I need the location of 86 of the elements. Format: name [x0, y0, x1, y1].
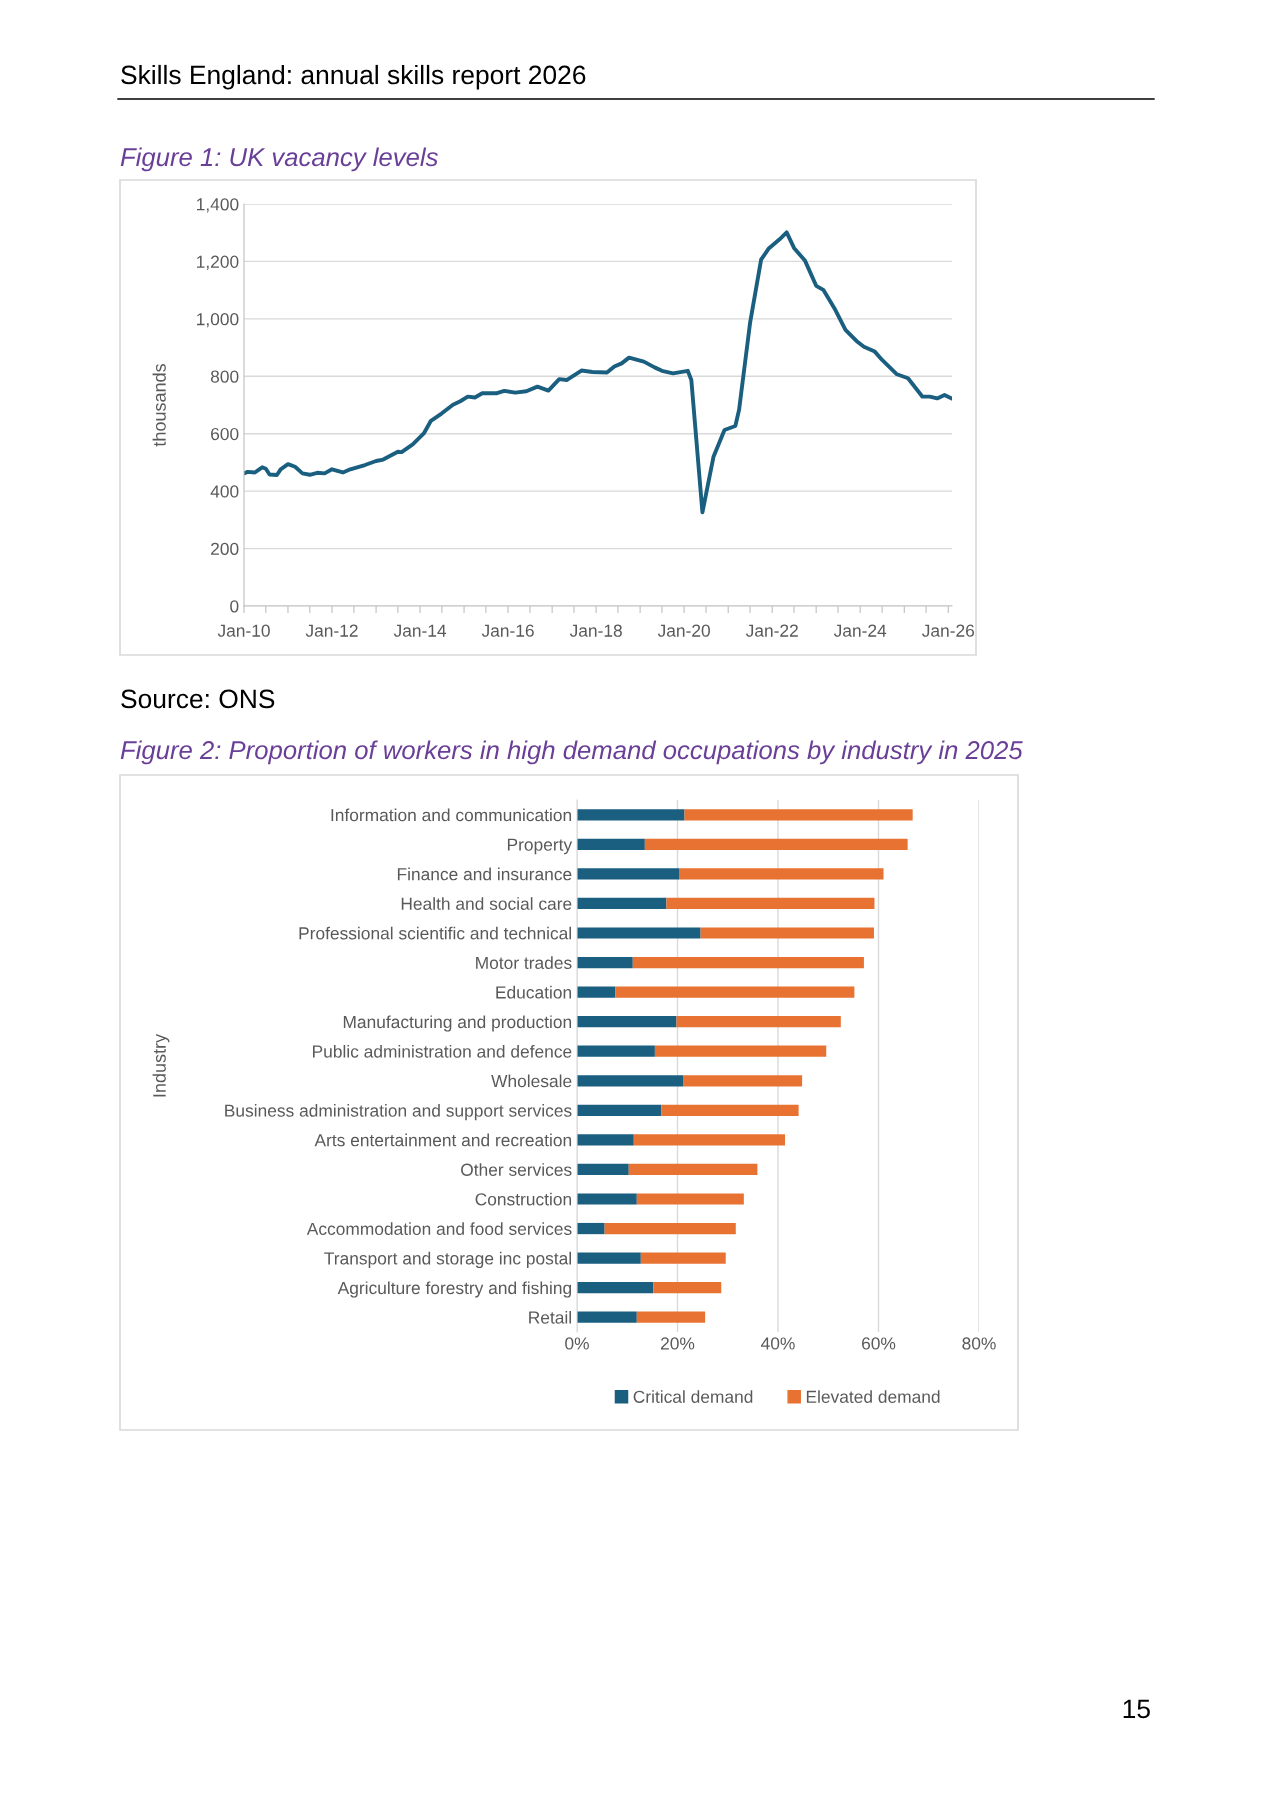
- text: 15: [1123, 1699, 1150, 1719]
- y-tick-label: Motor trades: [476, 956, 572, 970]
- y-tick-label: Agriculture forestry and fishing: [337, 1281, 572, 1298]
- bar: [577, 868, 680, 880]
- y-tick-label: Finance and insurance: [397, 867, 572, 881]
- y-axis-title: Industry: [152, 1033, 170, 1097]
- y-tick-label: 600: [211, 427, 239, 441]
- bar: [577, 1252, 641, 1264]
- y-tick-label: Wholesale: [491, 1074, 572, 1088]
- y-tick-label: 1,200: [197, 255, 239, 270]
- bar: [577, 1016, 677, 1028]
- y-tick-label: 200: [211, 542, 239, 556]
- bar: [604, 1222, 736, 1235]
- bar: [632, 956, 864, 969]
- text: Skills England: annual skills report 2026: [121, 64, 586, 90]
- chart-title: Figure 1: UK vacancy levels: [120, 147, 438, 172]
- y-tick-label: 400: [210, 485, 239, 498]
- bar: [577, 1193, 637, 1205]
- x-tick-label: 60%: [862, 1337, 896, 1350]
- y-tick-label: Education: [496, 985, 572, 999]
- y-tick-label: Other services: [461, 1163, 572, 1176]
- bar: [700, 927, 874, 939]
- y-tick-label: Manufacturing and production: [343, 1015, 572, 1032]
- legend-label: Elevated demand: [806, 1390, 940, 1403]
- bar: [577, 1075, 684, 1087]
- x-tick-label: Jan-10: [217, 624, 270, 637]
- y-tick-label: Professional scientific and technical: [299, 926, 571, 940]
- x-tick-label: 80%: [962, 1337, 996, 1350]
- bar: [615, 986, 855, 998]
- bar: [577, 1163, 629, 1176]
- bar: [577, 927, 701, 939]
- bar: [577, 956, 633, 969]
- y-tick-label: Arts entertainment and recreation: [314, 1133, 572, 1147]
- x-tick-label: Jan-16: [481, 624, 534, 637]
- x-tick-label: Jan-12: [305, 624, 358, 637]
- x-tick-label: 20%: [661, 1337, 695, 1350]
- y-tick-label: Transport and storage inc postal: [324, 1251, 571, 1268]
- legend-label: Critical demand: [633, 1390, 753, 1403]
- line-series: [244, 230, 952, 515]
- chart-title: Figure 2: Proportion of workers in high demand occupations by industry in 2025: [120, 740, 1023, 765]
- bar: [577, 1222, 605, 1235]
- bar: [577, 1282, 654, 1294]
- bar: [661, 1104, 799, 1116]
- bar: [676, 1016, 841, 1028]
- bar: [633, 1134, 786, 1146]
- bar: [654, 1045, 827, 1057]
- y-tick-label: Information and communication: [331, 808, 572, 822]
- bar: [577, 1045, 655, 1057]
- bar: [577, 838, 645, 850]
- y-tick-label: 1,000: [197, 313, 239, 328]
- y-tick-label: Public administration and defence: [313, 1044, 572, 1058]
- x-tick-label: Jan-18: [569, 624, 622, 637]
- bar: [577, 1104, 662, 1116]
- bar: [684, 809, 913, 821]
- bar: [577, 897, 667, 910]
- y-tick-label: Retail: [529, 1310, 571, 1324]
- bar: [636, 1311, 706, 1323]
- x-tick-label: Jan-22: [745, 624, 798, 637]
- bar: [653, 1282, 722, 1294]
- y-tick-label: Property: [507, 838, 573, 855]
- bar: [577, 986, 616, 998]
- source-note: Source: ONS: [121, 689, 275, 709]
- y-tick-label: Business administration and support services: [225, 1104, 572, 1121]
- y-tick-label: 1,400: [197, 198, 239, 213]
- y-axis-title: thousands: [152, 363, 166, 447]
- x-tick-label: Jan-24: [833, 624, 887, 637]
- y-tick-label: Health and social care: [401, 897, 572, 910]
- x-tick-label: Jan-26: [922, 624, 975, 637]
- bar: [666, 897, 875, 910]
- bar: [636, 1193, 744, 1205]
- bar: [577, 1311, 637, 1323]
- y-tick-label: Construction: [475, 1192, 572, 1206]
- bar: [577, 809, 685, 821]
- bar: [679, 868, 884, 880]
- bar: [640, 1252, 726, 1264]
- bar: [683, 1075, 803, 1087]
- x-tick-label: 40%: [761, 1337, 795, 1350]
- y-tick-label: Accommodation and food services: [306, 1222, 572, 1236]
- y-tick-label: 800: [210, 370, 239, 383]
- y-tick-label: 0: [230, 600, 239, 613]
- bar: [644, 838, 908, 850]
- x-tick-label: 0%: [565, 1337, 589, 1350]
- x-tick-label: Jan-14: [393, 624, 447, 637]
- bar: [577, 1134, 634, 1146]
- bar: [628, 1163, 758, 1176]
- x-tick-label: Jan-20: [657, 624, 710, 637]
